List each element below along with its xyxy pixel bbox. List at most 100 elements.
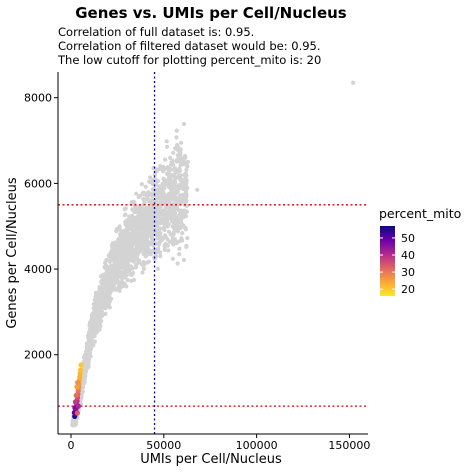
grey-point [143, 184, 148, 189]
grey-point [170, 256, 175, 261]
grey-point [138, 218, 143, 223]
grey-point [85, 349, 90, 354]
grey-point [184, 193, 189, 198]
grey-point [144, 193, 149, 198]
grey-point [136, 229, 141, 234]
grey-point [166, 229, 171, 234]
grey-point [156, 247, 161, 252]
grey-point [179, 162, 184, 167]
grey-point [174, 128, 179, 133]
grey-point [98, 293, 104, 298]
grey-point [112, 245, 118, 250]
grey-point [140, 262, 145, 267]
grey-point [117, 251, 122, 256]
grey-point [165, 165, 171, 170]
grey-point [170, 185, 176, 190]
grey-point [150, 187, 155, 192]
grey-point [129, 278, 134, 283]
grey-point [117, 224, 122, 229]
grey-point [125, 257, 130, 262]
grey-point [148, 191, 153, 196]
grey-point [131, 270, 136, 275]
grey-point [165, 237, 170, 242]
x-axis-title: UMIs per Cell/Nucleus [140, 452, 282, 467]
grey-point [106, 269, 111, 274]
grey-point [136, 204, 141, 209]
grey-point [184, 244, 189, 249]
grey-point [154, 167, 159, 172]
grey-point [135, 251, 140, 256]
grey-point [139, 227, 144, 232]
grey-point [139, 204, 144, 209]
grey-point [119, 259, 124, 264]
grey-point [159, 236, 164, 241]
grey-point [177, 149, 182, 154]
legend-colorbar [380, 226, 395, 296]
grey-point [110, 249, 115, 254]
grey-point [146, 212, 152, 217]
grey-point [89, 344, 94, 349]
outlier-point [185, 159, 191, 165]
grey-point [131, 199, 136, 204]
grey-point [161, 197, 167, 202]
grey-point [173, 146, 178, 151]
grey-point [172, 210, 177, 215]
grey-point [171, 232, 176, 237]
grey-point [177, 246, 182, 251]
grey-point [184, 180, 189, 186]
x-tick-label: 100000 [236, 439, 278, 452]
grey-point [157, 188, 162, 193]
grey-point [117, 255, 122, 260]
mito-point [74, 384, 80, 390]
grey-point [129, 224, 134, 230]
grey-point [165, 144, 170, 149]
grey-point [131, 231, 136, 236]
grey-point [124, 245, 129, 250]
grey-point [145, 248, 150, 253]
grey-point [106, 299, 111, 304]
grey-point [136, 258, 141, 263]
mito-point [78, 362, 84, 368]
legend-title: percent_mito [379, 206, 461, 221]
grey-point [109, 287, 114, 292]
grey-point [179, 211, 184, 217]
mito-point [75, 379, 81, 386]
grey-point [92, 339, 97, 344]
grey-point [120, 281, 125, 286]
grey-point [86, 360, 91, 365]
grey-point [169, 173, 174, 179]
grey-point [125, 277, 130, 283]
grey-point [166, 222, 171, 227]
grey-point [139, 245, 144, 250]
grey-point [174, 135, 179, 140]
legend-tick-label: 30 [401, 266, 415, 279]
grey-point [101, 288, 106, 294]
grey-point [168, 155, 173, 160]
grey-point [163, 241, 168, 246]
grey-point [144, 215, 149, 220]
grey-point [106, 274, 111, 279]
grey-point [136, 236, 141, 241]
grey-point [163, 233, 168, 238]
grey-point [159, 210, 164, 215]
grey-point [124, 284, 129, 289]
y-axis-ticks: 2000 4000 6000 8000 [24, 92, 58, 362]
y-tick-label: 8000 [24, 92, 52, 105]
grey-point [179, 236, 184, 241]
grey-point [110, 267, 115, 272]
legend-tick-label: 20 [401, 283, 415, 296]
grey-point [170, 180, 175, 185]
grey-point [133, 216, 138, 221]
grey-point [144, 236, 149, 241]
grey-point [106, 280, 111, 285]
grey-point [141, 266, 147, 271]
grey-point [163, 205, 168, 210]
outlier-point [178, 153, 183, 158]
grey-point [122, 213, 127, 218]
grey-point [96, 324, 101, 329]
grey-point [108, 258, 114, 263]
grey-point [184, 167, 189, 172]
grey-point [107, 254, 112, 259]
grey-point [125, 221, 130, 226]
mito-point [73, 392, 79, 399]
